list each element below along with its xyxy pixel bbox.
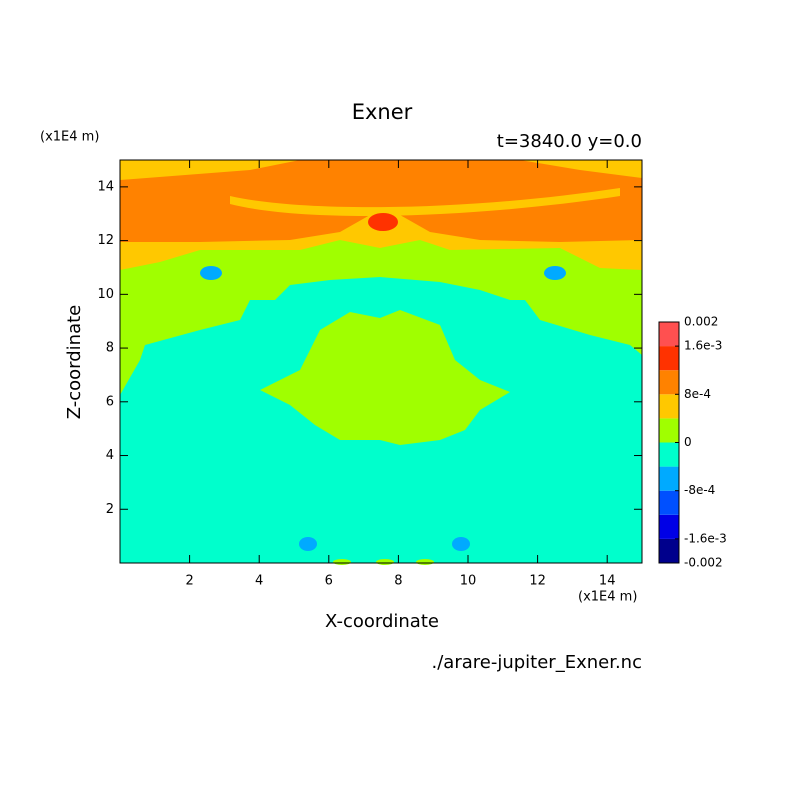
x-tick-label: 12 — [529, 574, 546, 589]
y-tick-label: 4 — [106, 448, 114, 463]
y-tick-label: 14 — [97, 179, 114, 194]
contour-region — [260, 310, 510, 445]
contour-region — [230, 188, 620, 216]
x-unit: (x1E4 m) — [578, 590, 637, 605]
y-tick-label: 8 — [106, 341, 114, 356]
colorbar-band — [659, 346, 679, 371]
subtitle: t=3840.0 y=0.0 — [497, 131, 642, 152]
y-tick-label: 10 — [97, 287, 114, 302]
colorbar-band — [659, 514, 679, 539]
contour-region — [200, 266, 222, 280]
contour-region — [376, 559, 394, 565]
colorbar-tick-label: 1.6e-3 — [684, 339, 722, 353]
x-tick-label: 10 — [460, 574, 477, 589]
x-tick-label: 6 — [325, 574, 333, 589]
y-tick-label: 2 — [106, 502, 114, 517]
x-axis-label: X-coordinate — [325, 611, 439, 632]
y-tick-label: 6 — [106, 394, 114, 409]
contour-region — [452, 537, 470, 551]
colorbar-tick-label: 8e-4 — [684, 387, 711, 401]
colorbar-tick-label: -1.6e-3 — [684, 531, 727, 545]
colorbar-tick-label: 0 — [684, 435, 692, 449]
contour-region — [120, 160, 642, 242]
contour-field — [120, 160, 642, 565]
contour-region — [416, 559, 434, 565]
colorbar-tick-label: -0.002 — [684, 556, 723, 570]
colorbar-band — [659, 394, 679, 419]
colorbar-band — [659, 370, 679, 395]
y-tick-label: 12 — [97, 233, 114, 248]
contour-region — [299, 537, 317, 551]
colorbar-band — [659, 322, 679, 347]
colorbar-tick-label: -8e-4 — [684, 483, 715, 497]
y-axis-label: Z-coordinate — [64, 305, 85, 420]
contour-region — [544, 266, 566, 280]
plot-frame — [119, 159, 643, 564]
colorbar-band — [659, 490, 679, 515]
contour-region — [333, 559, 351, 565]
colorbar-band — [659, 442, 679, 467]
chart-title: Exner — [352, 100, 413, 124]
colorbar-band — [659, 418, 679, 443]
x-tick-label: 4 — [255, 574, 263, 589]
colorbar-band — [659, 466, 679, 491]
x-tick-label: 14 — [599, 574, 616, 589]
x-tick-label: 8 — [394, 574, 402, 589]
contour-region — [368, 213, 398, 231]
x-tick-label: 2 — [185, 574, 193, 589]
colorbar-band — [659, 538, 679, 563]
source-label: ./arare-jupiter_Exner.nc — [432, 652, 642, 673]
y-unit: (x1E4 m) — [40, 130, 99, 145]
colorbar-tick-label: 0.002 — [684, 315, 718, 329]
